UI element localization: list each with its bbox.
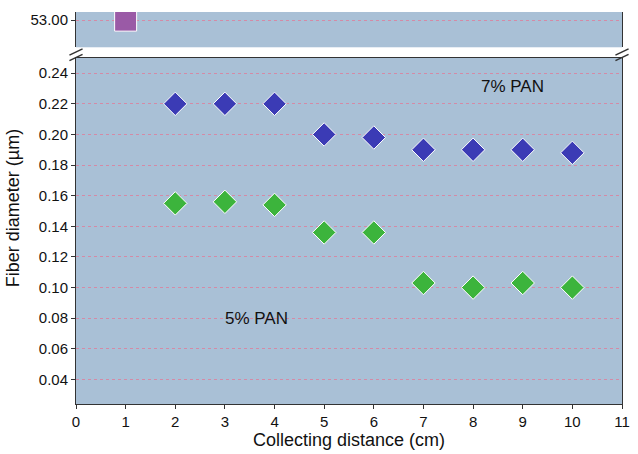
svg-text:0.06: 0.06 xyxy=(39,340,68,357)
svg-text:3: 3 xyxy=(221,413,229,430)
svg-text:0.12: 0.12 xyxy=(39,248,68,265)
svg-text:1: 1 xyxy=(121,413,129,430)
svg-text:11: 11 xyxy=(614,413,630,430)
svg-text:10: 10 xyxy=(564,413,581,430)
svg-text:0.10: 0.10 xyxy=(39,279,68,296)
svg-text:0.22: 0.22 xyxy=(39,95,68,112)
svg-text:0.18: 0.18 xyxy=(39,156,68,173)
svg-text:0.08: 0.08 xyxy=(39,309,68,326)
svg-text:0.04: 0.04 xyxy=(39,371,68,388)
svg-text:9: 9 xyxy=(519,413,527,430)
svg-text:8: 8 xyxy=(469,413,477,430)
svg-text:6: 6 xyxy=(370,413,378,430)
svg-text:Fiber diameter (µm): Fiber diameter (µm) xyxy=(3,129,23,287)
svg-text:4: 4 xyxy=(270,413,278,430)
svg-text:5% PAN: 5% PAN xyxy=(225,309,288,328)
svg-text:0.20: 0.20 xyxy=(39,126,68,143)
svg-text:0.24: 0.24 xyxy=(39,64,68,81)
svg-text:0.14: 0.14 xyxy=(39,218,68,235)
svg-text:0: 0 xyxy=(72,413,80,430)
svg-text:0.16: 0.16 xyxy=(39,187,68,204)
svg-text:7% PAN: 7% PAN xyxy=(481,77,544,96)
svg-text:Collecting distance (cm): Collecting distance (cm) xyxy=(253,430,445,450)
svg-text:5: 5 xyxy=(320,413,328,430)
svg-text:2: 2 xyxy=(171,413,179,430)
svg-text:7: 7 xyxy=(419,413,427,430)
svg-text:53.00: 53.00 xyxy=(30,11,68,28)
